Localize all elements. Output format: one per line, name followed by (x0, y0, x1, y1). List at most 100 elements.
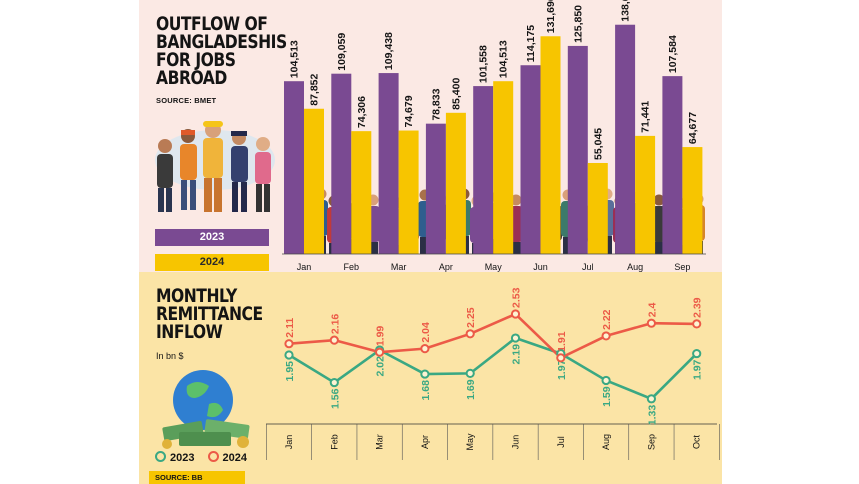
line-xtick-jul: Jul (556, 436, 566, 448)
line-xtick-sep: Sep (646, 434, 656, 450)
bar-2023-feb (331, 73, 352, 254)
legend-2024-label: 2024 (222, 452, 248, 464)
bar-2024-jul (587, 162, 608, 254)
bar-label-2024-jun: 131,696 (545, 0, 557, 33)
line-point-2023-jun (510, 333, 521, 343)
remittance-source: SOURCE: BB (149, 471, 245, 484)
bar-xtick-jul: Jul (582, 262, 594, 272)
bar-2023-jul (567, 45, 588, 254)
bar-label-2024-may: 104,513 (498, 40, 510, 78)
line-point-2024-aug (601, 331, 611, 341)
line-xtick-jan: Jan (284, 435, 294, 450)
line-label-2024-may: 2.25 (465, 307, 477, 328)
remittance-unit: In bn $ (156, 351, 184, 361)
outflow-source: SOURCE: BMET (156, 96, 217, 105)
bar-label-2023-jun: 114,175 (525, 25, 537, 63)
line-label-2023-jan: 1.95 (284, 361, 296, 382)
line-label-2024-oct: 2.39 (692, 297, 704, 318)
line-label-2024-mar: 1.99 (375, 326, 387, 347)
bar-2023-sep (662, 76, 683, 255)
line-label-2024-apr: 2.04 (420, 322, 432, 343)
legend-2023-label: 2023 (170, 452, 195, 464)
line-xtick-apr: Apr (420, 435, 430, 449)
line-point-2023-feb (329, 377, 339, 388)
worker-figures-icon (157, 121, 271, 212)
line-label-2023-feb: 1.56 (329, 388, 341, 409)
bar-2024-may (493, 81, 514, 254)
bar-xtick-mar: Mar (391, 262, 407, 272)
remittance-title-line-1: MONTHLY (156, 285, 237, 307)
line-label-2024-jul: 1.91 (556, 331, 568, 352)
legend-2024-circle-icon (207, 451, 219, 462)
line-point-2024-may (465, 329, 475, 339)
bar-label-2023-apr: 78,833 (430, 88, 442, 120)
bar-label-2023-jul: 125,850 (572, 5, 584, 43)
line-xtick-may: May (465, 433, 475, 451)
line-point-2023-may (465, 368, 475, 378)
bar-label-2024-jan: 87,852 (309, 73, 321, 105)
bar-2023-apr (425, 123, 446, 254)
line-label-2023-aug: 1.59 (601, 386, 613, 407)
bar-label-2024-sep: 64,677 (687, 112, 699, 144)
infographic-card: OUTFLOW OF BANGLADESHIS FOR JOBS ABROAD … (139, 0, 722, 484)
bar-label-2023-jan: 104,513 (289, 40, 301, 78)
bar-xtick-aug: Aug (627, 262, 643, 272)
bar-label-2023-feb: 109,059 (336, 33, 348, 71)
line-point-2023-apr (420, 369, 430, 379)
workers-illustration (155, 121, 275, 212)
legend-2024-bar: 2024 (155, 254, 269, 271)
bar-xtick-apr: Apr (439, 262, 453, 272)
legend-2023-circle-icon (155, 451, 166, 462)
remittance-line-chart: Jan Feb Mar Apr May Jun Jul Aug Sep Oct 1.95 1.56 2.… (266, 287, 720, 460)
bar-2024-feb (351, 131, 372, 254)
legend-2023-bar: 2023 (155, 229, 269, 246)
line-label-2024-feb: 2.16 (329, 314, 341, 335)
bar-label-2024-aug: 71,441 (640, 101, 652, 133)
line-xtick-mar: Mar (375, 434, 385, 450)
line-point-2024-jul (556, 353, 566, 363)
line-point-2024-sep (646, 318, 657, 328)
line-point-2024-oct (692, 319, 702, 329)
bar-label-2023-mar: 109,438 (383, 32, 395, 70)
outflow-title-line-2: BANGLADESHIS (156, 31, 287, 53)
line-label-2024-jan: 2.11 (284, 318, 296, 338)
remittance-panel: MONTHLY REMITTANCE INFLOW (139, 272, 722, 484)
remittance-title-line-2: REMITTANCE (156, 303, 263, 325)
line-label-2024-aug: 2.22 (601, 309, 613, 330)
outflow-title-line-1: OUTFLOW OF (156, 13, 268, 35)
line-label-2023-may: 1.69 (465, 379, 477, 400)
line-point-2023-oct (692, 348, 702, 359)
bar-xtick-sep: Sep (674, 262, 690, 272)
line-point-2024-jun (510, 309, 521, 319)
bar-label-2024-feb: 74,306 (356, 96, 368, 128)
line-label-2023-mar: 2.02 (375, 356, 387, 377)
bar-xtick-jan: Jan (297, 262, 312, 272)
bar-xtick-may: May (485, 262, 503, 272)
line-point-2023-jan (284, 350, 294, 360)
line-label-2023-jun: 2.19 (511, 344, 523, 365)
line-legend: 2023 2024 (155, 451, 247, 464)
bar-xtick-feb: Feb (344, 262, 360, 272)
line-point-2023-sep (646, 394, 657, 404)
money-stack-icon (162, 419, 250, 449)
line-point-2024-apr (420, 344, 430, 354)
bar-label-2024-jul: 55,045 (592, 128, 604, 160)
line-series-2024 (288, 312, 697, 360)
bar-label-2024-mar: 74,679 (403, 95, 415, 127)
line-label-2024-jun: 2.53 (511, 287, 523, 308)
line-label-2023-jul: 1.97 (556, 359, 568, 380)
line-label-2024-sep: 2.4 (646, 302, 658, 317)
line-label-2023-sep: 1.33 (646, 405, 658, 426)
remittance-title-line-3: INFLOW (156, 321, 223, 343)
bar-2024-aug (635, 135, 656, 254)
bar-2023-mar (378, 73, 399, 255)
line-label-2023-apr: 1.68 (420, 380, 432, 401)
bar-label-2023-sep: 107,584 (667, 35, 679, 73)
line-point-2024-mar (375, 347, 385, 357)
bar-2023-may (473, 86, 494, 254)
line-xtick-feb: Feb (329, 434, 339, 450)
outflow-bar-chart: 104,513 87,852 Jan 109,059 74,306 Feb 109,438 7… (282, 0, 706, 272)
bar-2024-jun (540, 36, 561, 254)
line-point-2023-aug (601, 375, 611, 386)
bar-label-2023-may: 101,558 (478, 45, 490, 83)
